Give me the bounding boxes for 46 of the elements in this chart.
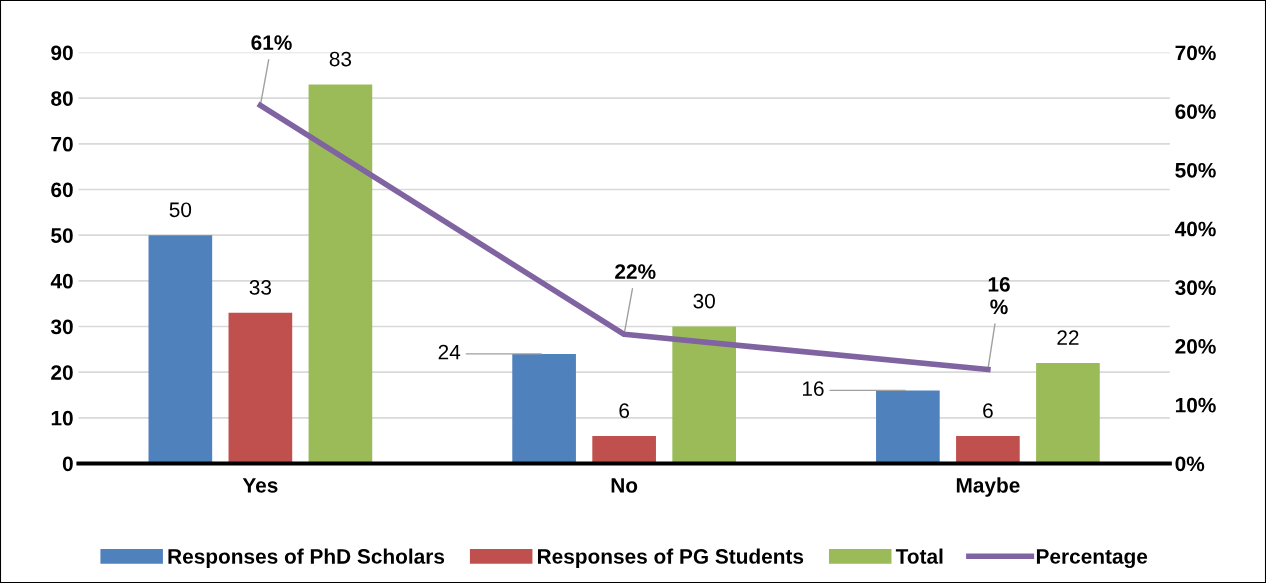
data-label: 83 <box>329 51 352 67</box>
bar <box>148 235 213 464</box>
legend-label: Responses of PhD Scholars <box>168 548 445 568</box>
y-tick-label: 20 <box>51 365 73 380</box>
y2-tick-label: 0% <box>1175 456 1205 472</box>
y-tick-label: 0 <box>62 456 73 472</box>
x-tick-label: No <box>611 478 638 493</box>
data-label: 22 <box>1057 330 1079 345</box>
data-label: 50 <box>169 202 192 218</box>
bar <box>512 353 576 464</box>
legend-label: Total <box>895 548 943 564</box>
bar <box>308 84 373 464</box>
data-label: 16 <box>802 381 824 397</box>
y-tick-label: 10 <box>51 410 73 426</box>
y2-tick-label: 60% <box>1175 104 1216 119</box>
y2-tick-label: 10% <box>1175 397 1216 413</box>
data-label: 24 <box>438 344 461 360</box>
y2-tick-label: 50% <box>1175 162 1216 178</box>
y2-tick-label: 20% <box>1175 339 1216 354</box>
x-tick-label: Maybe <box>956 477 1020 497</box>
data-label: 22% <box>615 264 656 279</box>
y-tick-label: 90 <box>51 45 73 61</box>
bar <box>956 436 1020 464</box>
data-label: 33 <box>249 280 272 295</box>
bar <box>672 326 736 464</box>
y2-tick-label: 70% <box>1175 45 1216 61</box>
data-label: 61% <box>251 35 292 50</box>
y-tick-label: 30 <box>50 319 73 335</box>
x-tick-label: Yes <box>242 478 278 493</box>
y-tick-label: 60 <box>51 182 73 198</box>
bar <box>592 436 656 464</box>
data-label: 6 <box>983 403 993 419</box>
bar <box>876 390 940 464</box>
y-tick-label: 50 <box>51 228 73 243</box>
data-label: 30 <box>693 293 715 309</box>
legend-label: Percentage <box>1036 549 1148 569</box>
legend-label: Responses of PG Students <box>537 548 804 568</box>
y-tick-label: 70 <box>51 136 73 152</box>
y-tick-label: 80 <box>51 91 73 106</box>
data-label: 6 <box>619 403 630 419</box>
data-label: 16 % <box>988 277 1010 315</box>
y2-tick-label: 40% <box>1174 221 1216 237</box>
bar <box>228 312 293 464</box>
bar <box>1036 363 1100 464</box>
y2-tick-label: 30% <box>1175 280 1216 296</box>
y-tick-label: 40 <box>50 273 73 289</box>
